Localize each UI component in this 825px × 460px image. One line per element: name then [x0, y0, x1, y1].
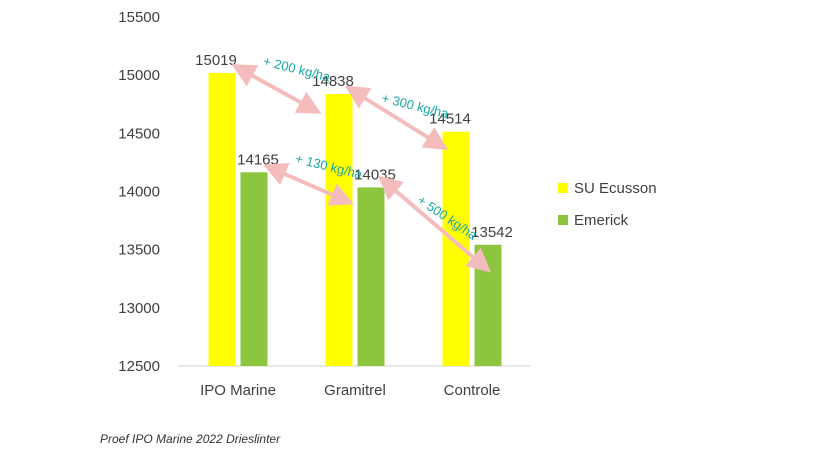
legend-label: Emerick [574, 212, 629, 229]
y-tick-label: 13500 [118, 242, 160, 259]
data-label: 14838 [312, 73, 354, 90]
y-tick-label: 13000 [118, 300, 160, 317]
x-axis: IPO Marine Gramitrel Controle [178, 365, 530, 399]
y-axis: 12500 13000 13500 14000 14500 15000 15500 [118, 9, 160, 375]
data-label: 15019 [195, 52, 237, 69]
annotation-arrow [231, 64, 322, 114]
legend-swatch [558, 215, 568, 225]
annotation-arrow [377, 175, 492, 273]
bar-emerick [240, 172, 268, 366]
y-tick-label: 14000 [118, 184, 160, 201]
bar-su-ecusson [325, 94, 353, 366]
bars [208, 72, 502, 367]
bar-su-ecusson [208, 72, 236, 367]
data-label: 14165 [237, 151, 279, 168]
x-tick-label: Controle [444, 382, 501, 399]
x-tick-label: IPO Marine [200, 382, 276, 399]
y-tick-label: 15500 [118, 9, 160, 26]
y-tick-label: 14500 [118, 125, 160, 142]
y-tick-label: 12500 [118, 358, 160, 375]
legend: SU Ecusson Emerick [558, 180, 657, 229]
legend-swatch [558, 183, 568, 193]
annotation-arrow [263, 163, 354, 206]
y-tick-label: 15000 [118, 67, 160, 84]
chart-caption: Proef IPO Marine 2022 Drieslinter [100, 432, 281, 446]
annotation-label: + 200 kg/ha [262, 53, 333, 84]
annotation-arrow [344, 85, 449, 151]
bar-emerick [357, 187, 385, 366]
legend-label: SU Ecusson [574, 180, 657, 197]
annotation-label: + 300 kg/ha [380, 90, 451, 121]
x-tick-label: Gramitrel [324, 382, 386, 399]
